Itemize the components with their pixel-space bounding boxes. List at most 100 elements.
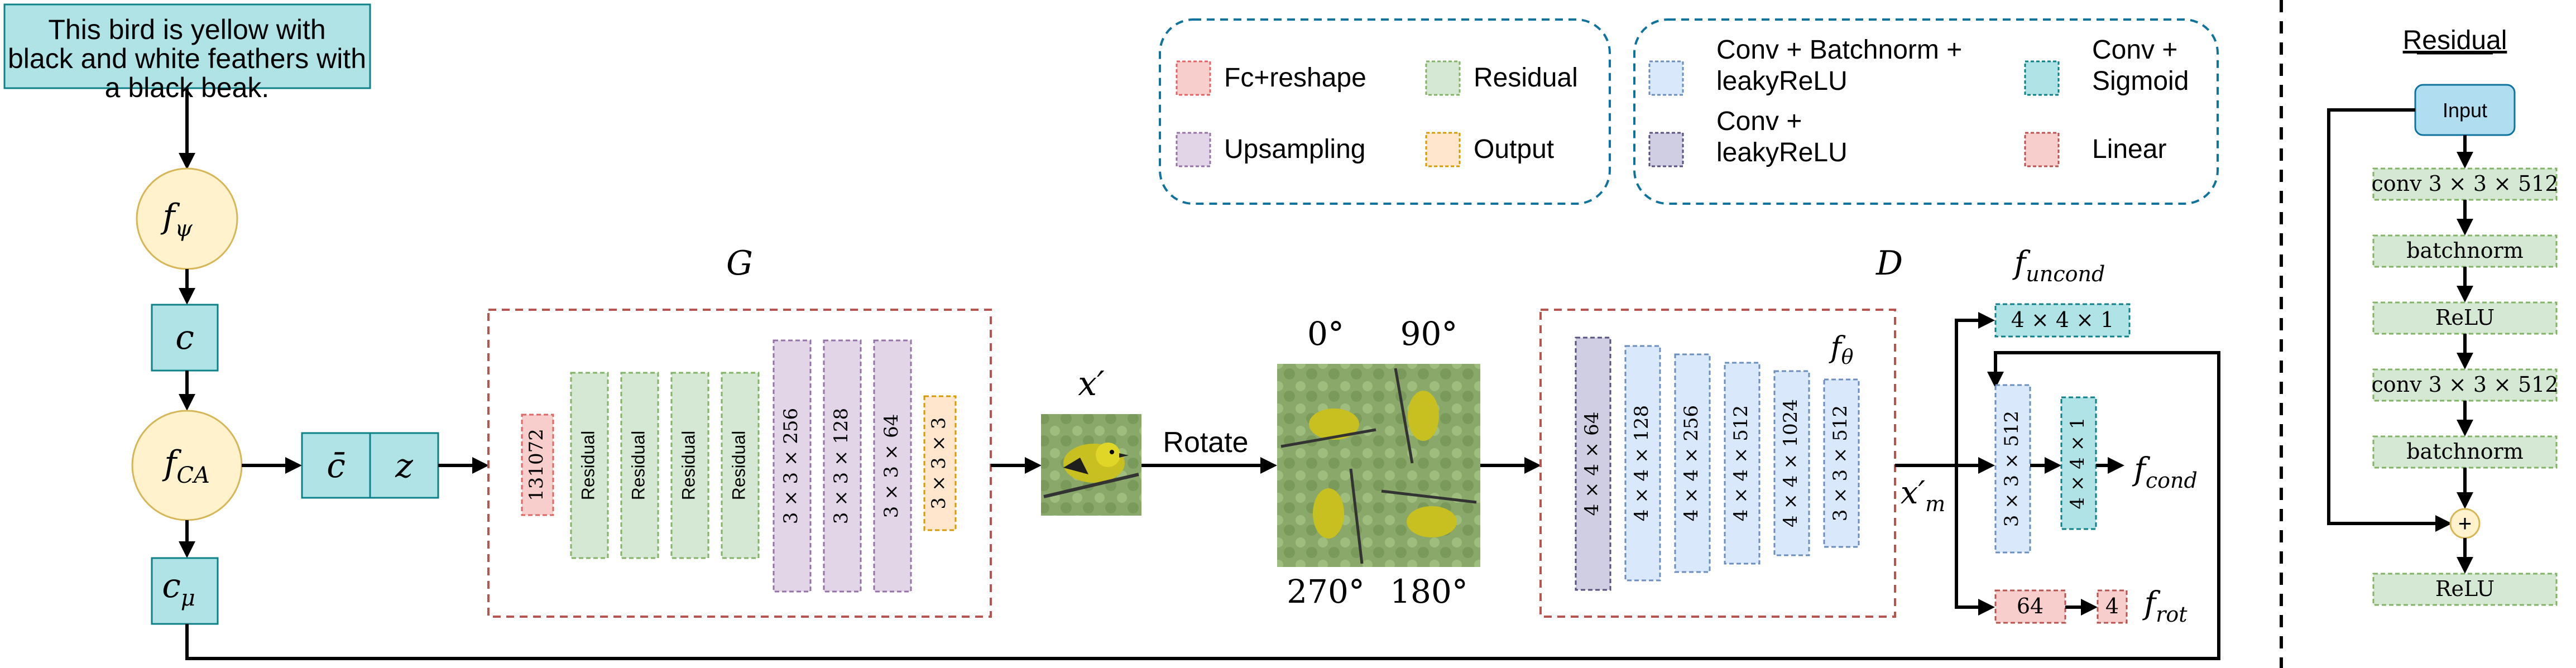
svg-text:conv 3 × 3 × 512: conv 3 × 3 × 512 xyxy=(2371,372,2558,397)
discriminator-layer-conv_bn: 4 × 4 × 128 xyxy=(1624,345,1661,582)
svg-text:Residual: Residual xyxy=(1474,63,1578,93)
text-description-box: This bird is yellow with black and white … xyxy=(3,3,371,103)
generator-layer-residual: Residual xyxy=(670,372,709,559)
f-rot-label: frot xyxy=(2142,585,2188,627)
svg-text:4 × 4 × 1: 4 × 4 × 1 xyxy=(2011,307,2114,332)
svg-text:4 × 4 × 1024: 4 × 4 × 1024 xyxy=(1779,399,1802,527)
rot-block-2: 4 xyxy=(2097,589,2128,624)
svg-text:Conv +: Conv + xyxy=(1716,107,1802,136)
legend-item-conv_bn: Conv + Batchnorm +leakyReLU xyxy=(1648,35,1962,96)
generated-bird-image xyxy=(1041,414,1141,516)
discriminator-layer-conv_leaky: 4 × 4 × 64 xyxy=(1575,337,1611,591)
svg-text:4 × 4 × 512: 4 × 4 × 512 xyxy=(1730,405,1752,521)
residual-panel-layer: ReLU xyxy=(2372,301,2558,335)
svg-text:3 × 3 × 256: 3 × 3 × 256 xyxy=(780,408,802,524)
discriminator-layer-conv_bn: 4 × 4 × 1024 xyxy=(1773,370,1810,556)
legend-item-residual: Residual xyxy=(1425,60,1578,96)
generator-layer-upsampling: 3 × 3 × 256 xyxy=(773,339,812,593)
svg-text:cμ: cμ xyxy=(162,566,195,611)
svg-text:4 × 4 × 1: 4 × 4 × 1 xyxy=(2066,417,2089,509)
svg-text:4: 4 xyxy=(2105,594,2119,618)
legend-item-linear: Linear xyxy=(2024,132,2166,167)
svg-text:131072: 131072 xyxy=(525,429,548,501)
residual-add-node: + xyxy=(2449,508,2481,539)
discriminator-block: D fθ 4 × 4 × 64 4 × 4 × 128 4 × 4 × 256 4 ×… xyxy=(1539,244,1903,618)
svg-text:batchnorm: batchnorm xyxy=(2406,439,2524,464)
svg-text:z: z xyxy=(395,446,413,486)
generator-block: G 131072 Residual Residual Residual Residual… xyxy=(487,244,992,618)
branch-rot xyxy=(1955,465,1995,616)
residual-skip-connection xyxy=(2327,108,2452,532)
svg-text:conv 3 × 3 × 512: conv 3 × 3 × 512 xyxy=(2371,171,2558,196)
legend-item-sigmoid: Conv +Sigmoid xyxy=(2024,35,2189,96)
discriminator-label: D xyxy=(1875,244,1903,283)
svg-text:Residual: Residual xyxy=(578,431,598,501)
branch-uncond xyxy=(1955,312,1995,465)
rotation-label-0: 0° xyxy=(1307,315,1344,353)
svg-text:Residual: Residual xyxy=(678,431,698,501)
generator-layer-residual: Residual xyxy=(620,372,659,559)
svg-text:Conv +: Conv + xyxy=(2092,35,2177,65)
generator-layer-residual: Residual xyxy=(570,372,609,559)
discriminator-layers: 4 × 4 × 64 4 × 4 × 128 4 × 4 × 256 4 × 4 × … xyxy=(1575,337,1860,591)
residual-panel-layer: conv 3 × 3 × 512 xyxy=(2371,368,2559,402)
residual-panel-layer: conv 3 × 3 × 512 xyxy=(2371,167,2559,201)
svg-text:leakyReLU: leakyReLU xyxy=(1716,66,1848,96)
svg-text:fψ: fψ xyxy=(160,197,193,242)
residual-input-node: Input xyxy=(2414,84,2516,136)
generator-layer-fc: 131072 xyxy=(521,414,554,516)
residual-panel-layer: ReLU xyxy=(2372,573,2558,606)
svg-text:ReLU: ReLU xyxy=(2435,576,2495,601)
legend-item-upsampling: Upsampling xyxy=(1176,132,1365,167)
legend-item-output: Output xyxy=(1425,132,1554,167)
generator-layers: 131072 Residual Residual Residual Residual 3 … xyxy=(521,339,957,593)
discriminator-layer-conv_bn: 4 × 4 × 512 xyxy=(1724,362,1760,565)
legend-item-conv_leaky: Conv +leakyReLU xyxy=(1648,107,1848,167)
svg-text:Sigmoid: Sigmoid xyxy=(2092,66,2189,96)
c-node: c xyxy=(151,304,219,372)
f-uncond-label: funcond xyxy=(2012,245,2105,286)
svg-text:c: c xyxy=(175,318,194,357)
cmu-feedback-line xyxy=(185,351,2220,660)
svg-text:Upsampling: Upsampling xyxy=(1224,134,1365,164)
svg-text:+: + xyxy=(2458,510,2472,536)
cond-block-1: 3 × 3 × 512 xyxy=(1994,384,2031,554)
svg-text:ReLU: ReLU xyxy=(2435,305,2495,330)
svg-text:3 × 3 × 128: 3 × 3 × 128 xyxy=(830,408,852,524)
cond-block-2: 4 × 4 × 1 xyxy=(2060,396,2097,530)
z-node: z xyxy=(369,432,439,499)
f-ca-node: fCA xyxy=(131,410,243,521)
rotate-label: Rotate xyxy=(1163,426,1248,459)
svg-text:3 × 3 × 64: 3 × 3 × 64 xyxy=(880,414,903,518)
svg-text:64: 64 xyxy=(2017,594,2043,618)
svg-text:Output: Output xyxy=(1474,134,1554,164)
svg-text:Residual: Residual xyxy=(628,431,648,501)
residual-panel-layer: batchnorm xyxy=(2372,435,2558,469)
svg-text:leakyReLU: leakyReLU xyxy=(1716,138,1848,167)
svg-text:4 × 4 × 256: 4 × 4 × 256 xyxy=(1680,405,1702,521)
residual-panel-title: Residual xyxy=(2403,26,2507,55)
svg-text:batchnorm: batchnorm xyxy=(2406,238,2524,263)
residual-panel: Residual Input conv 3 × 3 × 512 batchnorm… xyxy=(2327,26,2559,606)
c-mu-node: cμ xyxy=(151,557,219,625)
rot-block-1: 64 xyxy=(1994,589,2066,624)
rotation-label-90: 90° xyxy=(1400,315,1458,353)
generator-layer-output: 3 × 3 × 3 xyxy=(923,395,957,531)
svg-text:Linear: Linear xyxy=(2092,134,2166,164)
f-cond-label: fcond xyxy=(2132,451,2198,493)
c-bar-node: c̄ xyxy=(301,432,371,499)
svg-text:3 × 3 × 3: 3 × 3 × 3 xyxy=(928,417,950,509)
rotated-images-grid: 0° 90° 270° 180° xyxy=(1277,315,1480,611)
svg-text:Residual: Residual xyxy=(728,431,749,501)
svg-text:4 × 4 × 128: 4 × 4 × 128 xyxy=(1630,405,1653,521)
discriminator-layer-conv_bn: 3 × 3 × 512 xyxy=(1823,378,1860,548)
x-prime-label: x′ xyxy=(1078,364,1105,403)
rotation-label-270: 270° xyxy=(1287,573,1365,611)
svg-text:3 × 3 × 512: 3 × 3 × 512 xyxy=(2001,411,2023,527)
generator-layer-upsampling: 3 × 3 × 128 xyxy=(823,339,862,593)
x-m-prime-label: x′m xyxy=(1901,475,1945,516)
legend-left: Fc+reshape Residual Upsampling Output xyxy=(1159,18,1611,205)
svg-text:4 × 4 × 64: 4 × 4 × 64 xyxy=(1581,412,1603,516)
f-theta-label: fθ xyxy=(1829,331,1854,369)
